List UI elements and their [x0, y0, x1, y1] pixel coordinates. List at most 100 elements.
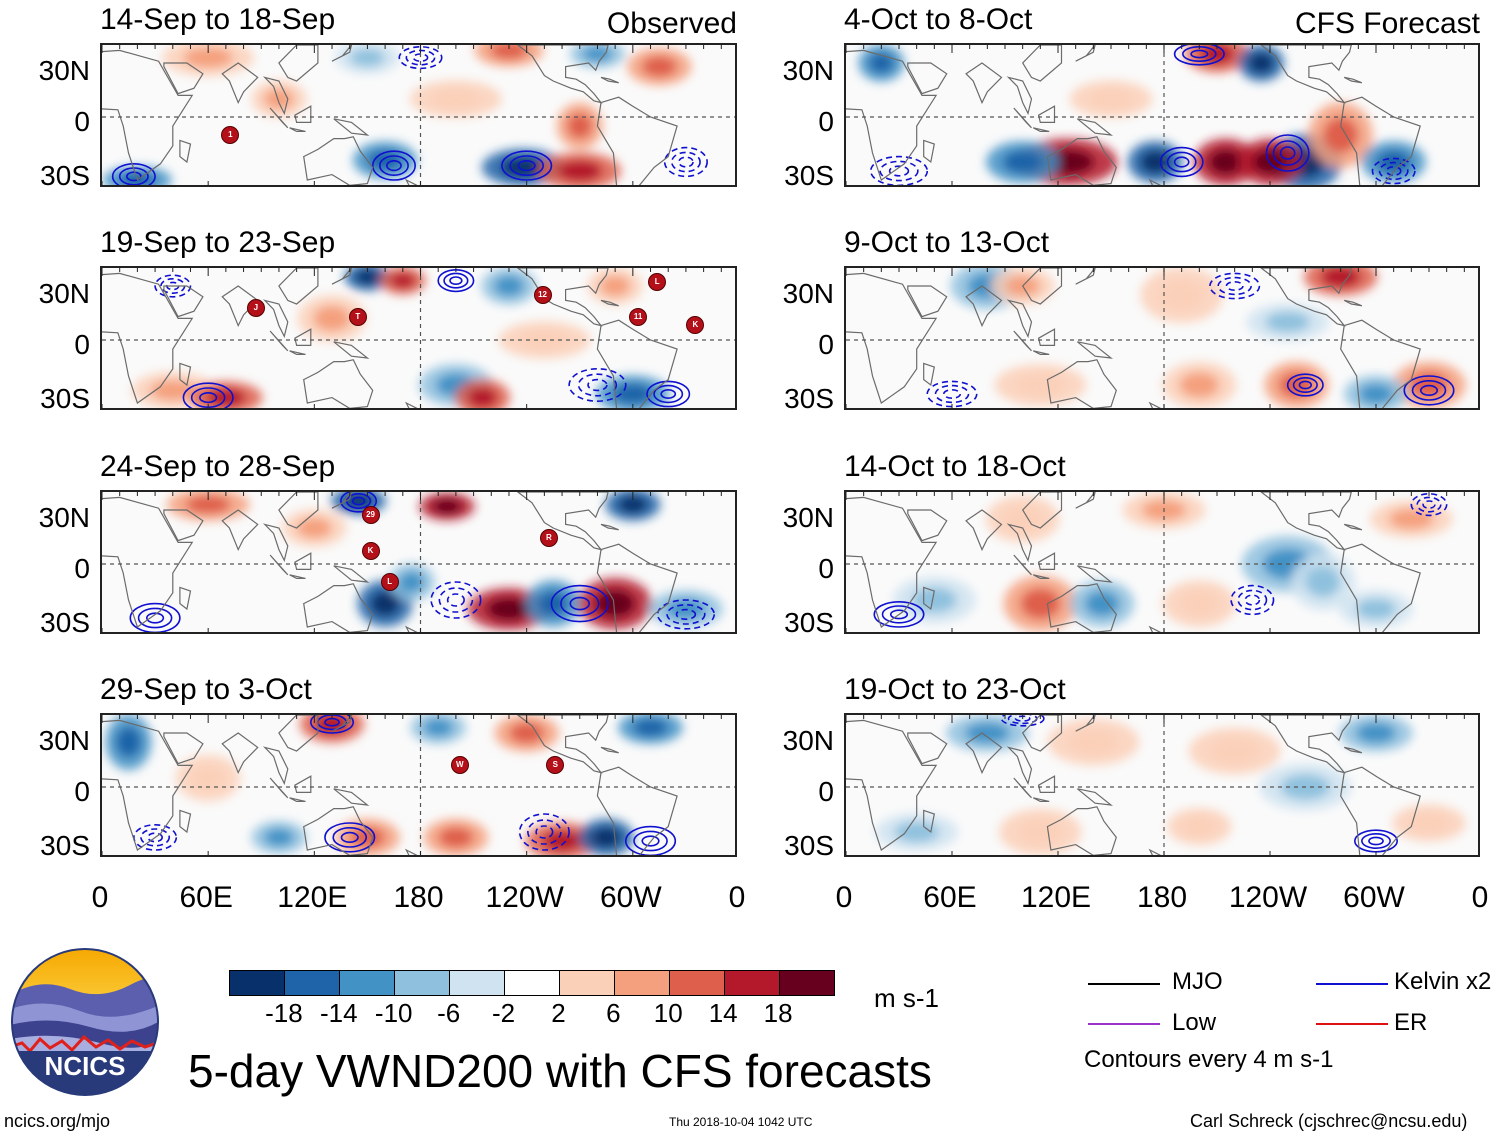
kelvin-contour: [577, 373, 618, 397]
kelvin-contour: [666, 604, 706, 625]
anomaly-core: [1140, 150, 1171, 174]
kelvin-contour: [527, 819, 562, 845]
storm-marker-label: T: [355, 311, 361, 321]
kelvin-contour: [199, 392, 218, 404]
kelvin-contour: [653, 384, 684, 404]
panel-title: 14-Sep to 18-Sep: [100, 3, 336, 36]
anomaly-core: [343, 493, 374, 509]
anomaly-core: [582, 46, 613, 62]
lon-label: 120E: [277, 881, 348, 914]
storm-marker[interactable]: 1: [221, 126, 240, 145]
kelvin-contour: [535, 825, 554, 839]
colorbar-swatch: [724, 971, 779, 995]
lat-label: 30N: [38, 278, 90, 309]
anomaly-core: [1088, 88, 1134, 110]
anomaly-core: [1323, 117, 1358, 153]
kelvin-contour: [888, 165, 910, 177]
colorbar-label: 2: [551, 998, 566, 1028]
kelvin-contour: [926, 380, 978, 408]
anomaly-core: [542, 830, 582, 852]
anomaly-core: [538, 591, 569, 617]
kelvin-contour: [942, 389, 962, 400]
storm-marker[interactable]: S: [546, 755, 565, 774]
storm-marker[interactable]: K: [686, 316, 705, 335]
kelvin-contour: [438, 587, 474, 613]
anomaly-core: [965, 722, 1010, 744]
anomaly-core: [1182, 816, 1217, 837]
storm-marker-label: W: [455, 759, 464, 769]
kelvin-contour: [646, 380, 691, 408]
lat-label: 30N: [782, 725, 834, 756]
anomaly-core: [600, 275, 631, 297]
anomaly-core: [423, 718, 454, 737]
kelvin-contour: [146, 612, 165, 624]
lon-label: 120E: [1020, 881, 1092, 914]
storm-marker-label: J: [253, 302, 259, 312]
panel-title: 19-Sep to 23-Sep: [100, 226, 336, 259]
anomaly-core: [1020, 588, 1061, 619]
kelvin-contour: [449, 276, 463, 285]
anomaly-core: [1084, 591, 1120, 617]
colorbar-units: m s-1: [874, 983, 939, 1013]
colorbar-label: 6: [606, 998, 621, 1028]
anomaly-core: [633, 718, 668, 737]
anomaly-core: [185, 495, 231, 514]
storm-marker[interactable]: L: [380, 573, 399, 592]
kelvin-contour: [1361, 833, 1391, 850]
kelvin-contour: [1225, 281, 1244, 291]
anomaly-core: [490, 45, 528, 60]
kelvin-contour: [518, 813, 570, 851]
lat-label: 30S: [784, 383, 834, 414]
colorbar-label: -18: [265, 998, 303, 1028]
kelvin-contour: [379, 155, 409, 177]
kelvin-contour: [678, 156, 694, 168]
anomaly-core: [467, 387, 498, 408]
anomaly-core: [183, 47, 233, 68]
lon-label: 0: [728, 881, 746, 914]
storm-marker[interactable]: L: [648, 272, 667, 291]
storm-marker[interactable]: J: [246, 298, 265, 317]
anomaly-core: [390, 273, 416, 289]
anomaly-core: [264, 828, 294, 847]
kelvin-contour: [560, 590, 600, 617]
storm-marker[interactable]: K: [361, 541, 380, 560]
colorbar-swatch: [230, 971, 284, 995]
anomaly-core: [367, 150, 403, 171]
legend-er: ER: [1394, 1009, 1428, 1036]
storm-marker-label: 12: [538, 289, 547, 299]
footer-url[interactable]: ncics.org/mjo: [4, 1111, 111, 1131]
kelvin-contour: [869, 155, 929, 185]
lat-label: 0: [818, 553, 834, 584]
anomaly-core: [206, 388, 246, 407]
colorbar-swatch: [284, 971, 339, 995]
kelvin-contour: [1422, 500, 1436, 509]
kelvin-contour: [1368, 836, 1384, 846]
anomaly-core: [350, 827, 385, 848]
colorbar-swatch: [449, 971, 504, 995]
kelvin-contour: [125, 171, 142, 182]
storm-marker[interactable]: T: [348, 307, 367, 326]
kelvin-contour: [1244, 594, 1261, 606]
colorbar-label: -2: [491, 998, 516, 1028]
storm-marker[interactable]: R: [539, 528, 558, 547]
storm-marker[interactable]: 29: [361, 505, 380, 524]
kelvin-contour: [1230, 584, 1275, 616]
lon-label: 0: [835, 881, 853, 914]
kelvin-contour: [517, 159, 536, 172]
storm-marker[interactable]: 11: [629, 307, 648, 326]
anomaly-core: [486, 597, 532, 621]
kelvin-contour: [1173, 45, 1225, 66]
storm-marker[interactable]: 12: [533, 285, 552, 304]
panel-title: 4-Oct to 8-Oct: [844, 3, 1033, 36]
anomaly-core: [894, 821, 939, 843]
lat-label: 30S: [40, 160, 90, 191]
storm-marker[interactable]: W: [450, 755, 469, 774]
legend-er-line: [1316, 1023, 1388, 1025]
kelvin-contour: [587, 378, 608, 392]
anomaly-core: [613, 383, 653, 405]
kelvin-contour: [371, 150, 416, 181]
ncics-logo: NCICS: [10, 947, 160, 1097]
anomaly-core: [264, 88, 294, 110]
anomaly-core: [431, 88, 481, 110]
